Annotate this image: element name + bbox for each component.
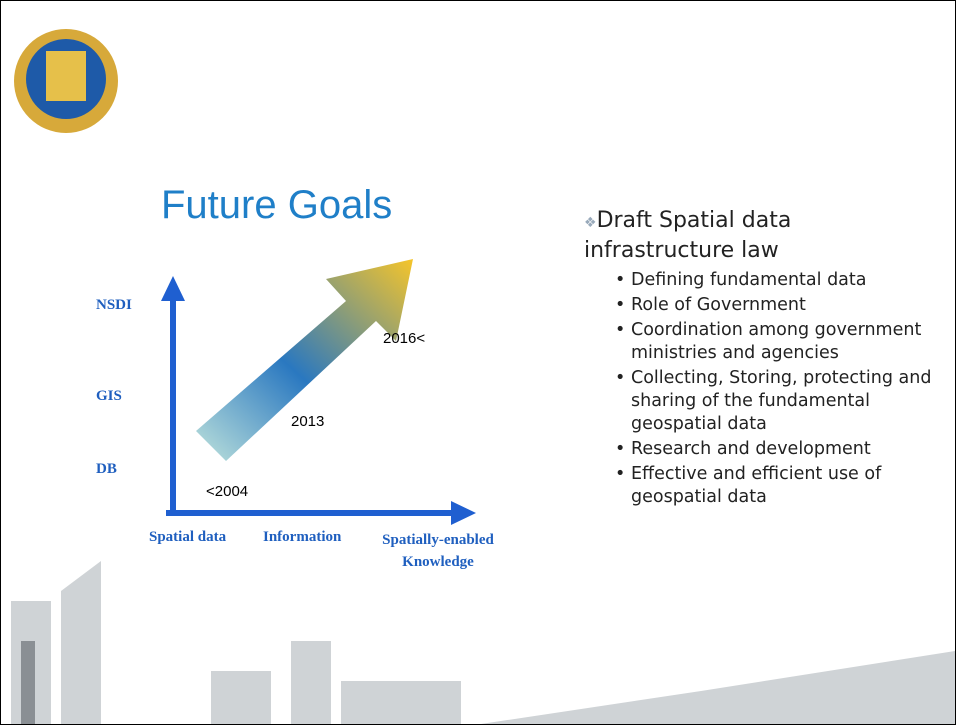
arrow-label: 2013 <box>291 413 325 430</box>
sub-bullet: Defining fundamental data <box>615 269 935 292</box>
bullet-icon: ❖ <box>584 215 597 231</box>
x-label: Spatially-enabled Knowledge <box>382 532 494 570</box>
sub-bullet: Coordination among government ministries… <box>615 319 935 365</box>
tower <box>21 641 35 724</box>
sub-bullet: Collecting, Storing, protecting and shar… <box>615 367 935 436</box>
sub-bullet: Role of Government <box>615 294 935 317</box>
sub-bullets: Defining fundamental dataRole of Governm… <box>615 269 935 511</box>
arrow-label: <2004 <box>206 483 249 500</box>
x-label: Information <box>263 529 342 545</box>
y-label: GIS <box>96 388 122 404</box>
progress-arrow <box>196 259 413 461</box>
y-label: NSDI <box>96 297 132 313</box>
y-arrowhead <box>161 276 185 301</box>
x-arrowhead <box>451 501 476 525</box>
y-label: DB <box>96 461 117 477</box>
slide-title: Future Goals <box>161 183 393 227</box>
sub-bullet: Effective and efficient use of geospatia… <box>615 463 935 509</box>
main-bullet: ❖Draft Spatial data infrastructure law <box>584 207 884 264</box>
skyline <box>11 561 955 724</box>
arrow-label: 2016< <box>383 330 426 347</box>
emblem-symbol <box>46 51 86 101</box>
x-label: Spatial data <box>149 529 227 545</box>
main-bullet-text: Draft Spatial data infrastructure law <box>584 208 792 263</box>
sub-bullet: Research and development <box>615 438 935 461</box>
